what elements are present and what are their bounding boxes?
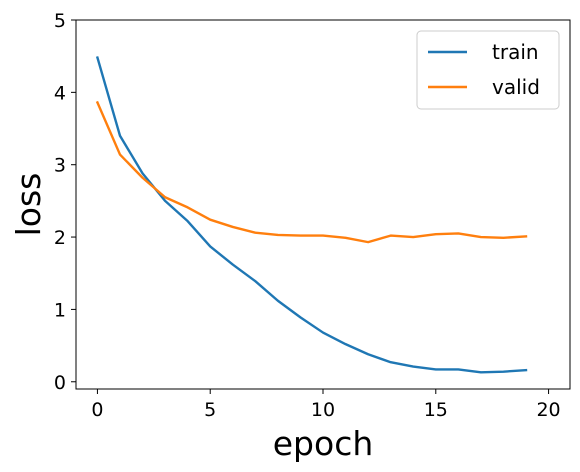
y-tick-label: 2 (54, 227, 66, 249)
x-axis-ticks: 0 5 10 15 20 (91, 389, 561, 421)
y-axis-label: loss (9, 173, 48, 237)
series-lines (95, 56, 528, 374)
y-tick-label: 3 (54, 155, 66, 177)
y-tick-label: 4 (54, 82, 66, 104)
x-axis-label: epoch (273, 424, 374, 463)
legend-label-valid: valid (492, 75, 540, 99)
x-tick-label: 10 (311, 399, 335, 421)
y-axis-ticks: 0 1 2 3 4 5 (54, 10, 76, 394)
series-line-train (95, 56, 528, 374)
legend-label-train: train (492, 40, 539, 64)
y-tick-label: 5 (54, 10, 66, 32)
y-tick-label: 1 (54, 299, 66, 321)
x-tick-label: 15 (424, 399, 448, 421)
legend-box (416, 30, 560, 110)
x-tick-label: 0 (91, 399, 103, 421)
legend: train valid (416, 30, 560, 110)
x-tick-label: 20 (536, 399, 560, 421)
x-tick-label: 5 (204, 399, 216, 421)
y-tick-label: 0 (54, 372, 66, 394)
series-line-valid (95, 100, 528, 244)
